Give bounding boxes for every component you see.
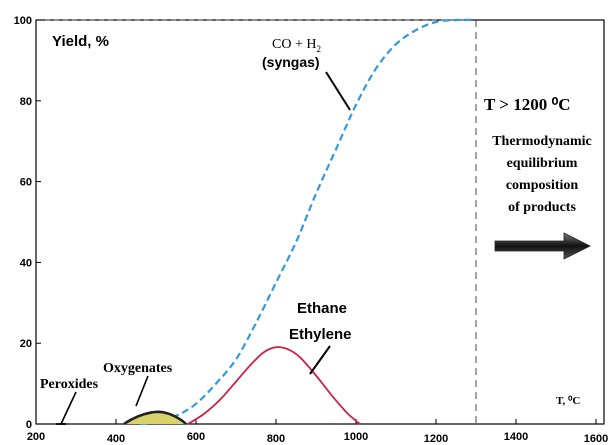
syngas-label-line2: (syngas) [262, 54, 320, 70]
ethylene-pointer [309, 345, 331, 375]
y-tick-label: 20 [20, 338, 32, 350]
region-line1: Thermodynamic [492, 134, 592, 149]
x-tick-label: 800 [267, 433, 285, 445]
y-tick-label: 60 [20, 177, 32, 189]
series-line-co-h-syngas [139, 18, 473, 426]
x-tick-label: 200 [27, 431, 45, 443]
oxygenates-label: Oxygenates [103, 361, 173, 376]
x-axis-label: T, ⁰C [556, 395, 580, 407]
x-tick-label: 1400 [504, 431, 528, 443]
x-tick-label: 1600 [584, 433, 608, 445]
x-tick-label: 1200 [424, 433, 448, 445]
series-line-ethane-ethylene [187, 346, 361, 425]
y-axis-label: Yield, % [52, 33, 109, 50]
axis-ticks: 200 400 600 800 1000 1200 1400 1600 0 20 40 60 80 100 [14, 15, 609, 445]
right-arrow-icon [494, 232, 591, 260]
syngas-label-line1: CO + H2 [272, 37, 321, 54]
ethane-label: Ethane [297, 300, 347, 317]
region-title: T > 1200 ⁰C [484, 95, 571, 114]
syngas-pointer [325, 71, 351, 111]
y-tick-label: 0 [26, 419, 32, 431]
series-group [56, 18, 473, 426]
region-line3: composition [506, 178, 579, 193]
x-tick-label: 400 [107, 433, 125, 445]
x-tick-label: 600 [187, 431, 205, 443]
oxygenates-pointer [135, 375, 149, 407]
y-tick-label: 40 [20, 257, 32, 269]
y-tick-label: 100 [14, 15, 32, 27]
region-line4: of products [508, 200, 576, 215]
peroxides-label: Peroxides [40, 377, 99, 392]
y-tick-label: 80 [20, 96, 32, 108]
x-tick-label: 1000 [344, 431, 368, 443]
ethylene-label: Ethylene [289, 326, 352, 343]
region-line2: equilibrium [507, 156, 578, 171]
series-line-oxygenates [123, 410, 187, 426]
peroxides-pointer [60, 391, 77, 425]
